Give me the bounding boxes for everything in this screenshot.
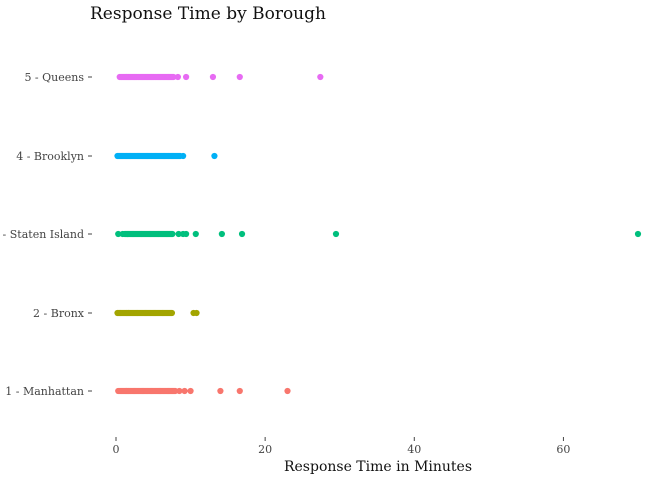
data-point <box>176 387 183 395</box>
x-tick-label: 20 <box>258 443 272 456</box>
y-tick-label: 3 - Staten Island <box>0 228 84 241</box>
data-point <box>192 230 199 238</box>
data-point <box>193 309 200 317</box>
data-point <box>183 73 190 81</box>
data-point <box>174 73 181 81</box>
data-point <box>183 230 190 238</box>
series-5-queens <box>116 73 324 81</box>
x-axis-title: Response Time in Minutes <box>284 459 472 475</box>
data-point <box>115 230 122 238</box>
data-point <box>284 387 291 395</box>
data-point <box>114 309 121 317</box>
data-point <box>317 73 324 81</box>
series-1-manhattan <box>115 387 291 395</box>
data-point <box>119 230 126 238</box>
data-point <box>187 387 194 395</box>
data-points <box>114 73 642 395</box>
data-point <box>218 230 225 238</box>
x-tick-label: 0 <box>113 443 120 456</box>
data-point <box>169 230 176 238</box>
data-point <box>238 230 246 238</box>
y-tick-label: 1 - Manhattan <box>5 385 84 398</box>
series-2-bronx <box>114 309 200 317</box>
x-tick-label: 60 <box>556 443 570 456</box>
data-point <box>209 73 217 81</box>
data-point <box>211 152 218 160</box>
data-point <box>115 387 122 395</box>
data-point <box>168 309 176 317</box>
data-point <box>634 230 642 238</box>
data-point <box>170 73 177 81</box>
series-3-staten-island <box>115 230 642 238</box>
x-tick-label: 40 <box>407 443 421 456</box>
x-axis: 0 20 40 60 <box>113 437 570 456</box>
data-point <box>175 230 182 238</box>
y-tick-label: 5 - Queens <box>24 71 84 84</box>
y-tick-label: 2 - Bronx <box>33 307 85 320</box>
data-point <box>217 387 224 395</box>
y-tick-label: 4 - Brooklyn <box>16 150 84 163</box>
data-point <box>236 73 243 81</box>
data-point <box>180 152 187 160</box>
chart-title: Response Time by Borough <box>90 4 326 24</box>
data-point <box>236 387 243 395</box>
data-point <box>181 387 188 395</box>
series-4-brooklyn <box>114 152 218 160</box>
data-point <box>332 230 340 238</box>
y-axis: 1 - Manhattan 2 - Bronx 3 - Staten Island 4… <box>0 71 92 398</box>
